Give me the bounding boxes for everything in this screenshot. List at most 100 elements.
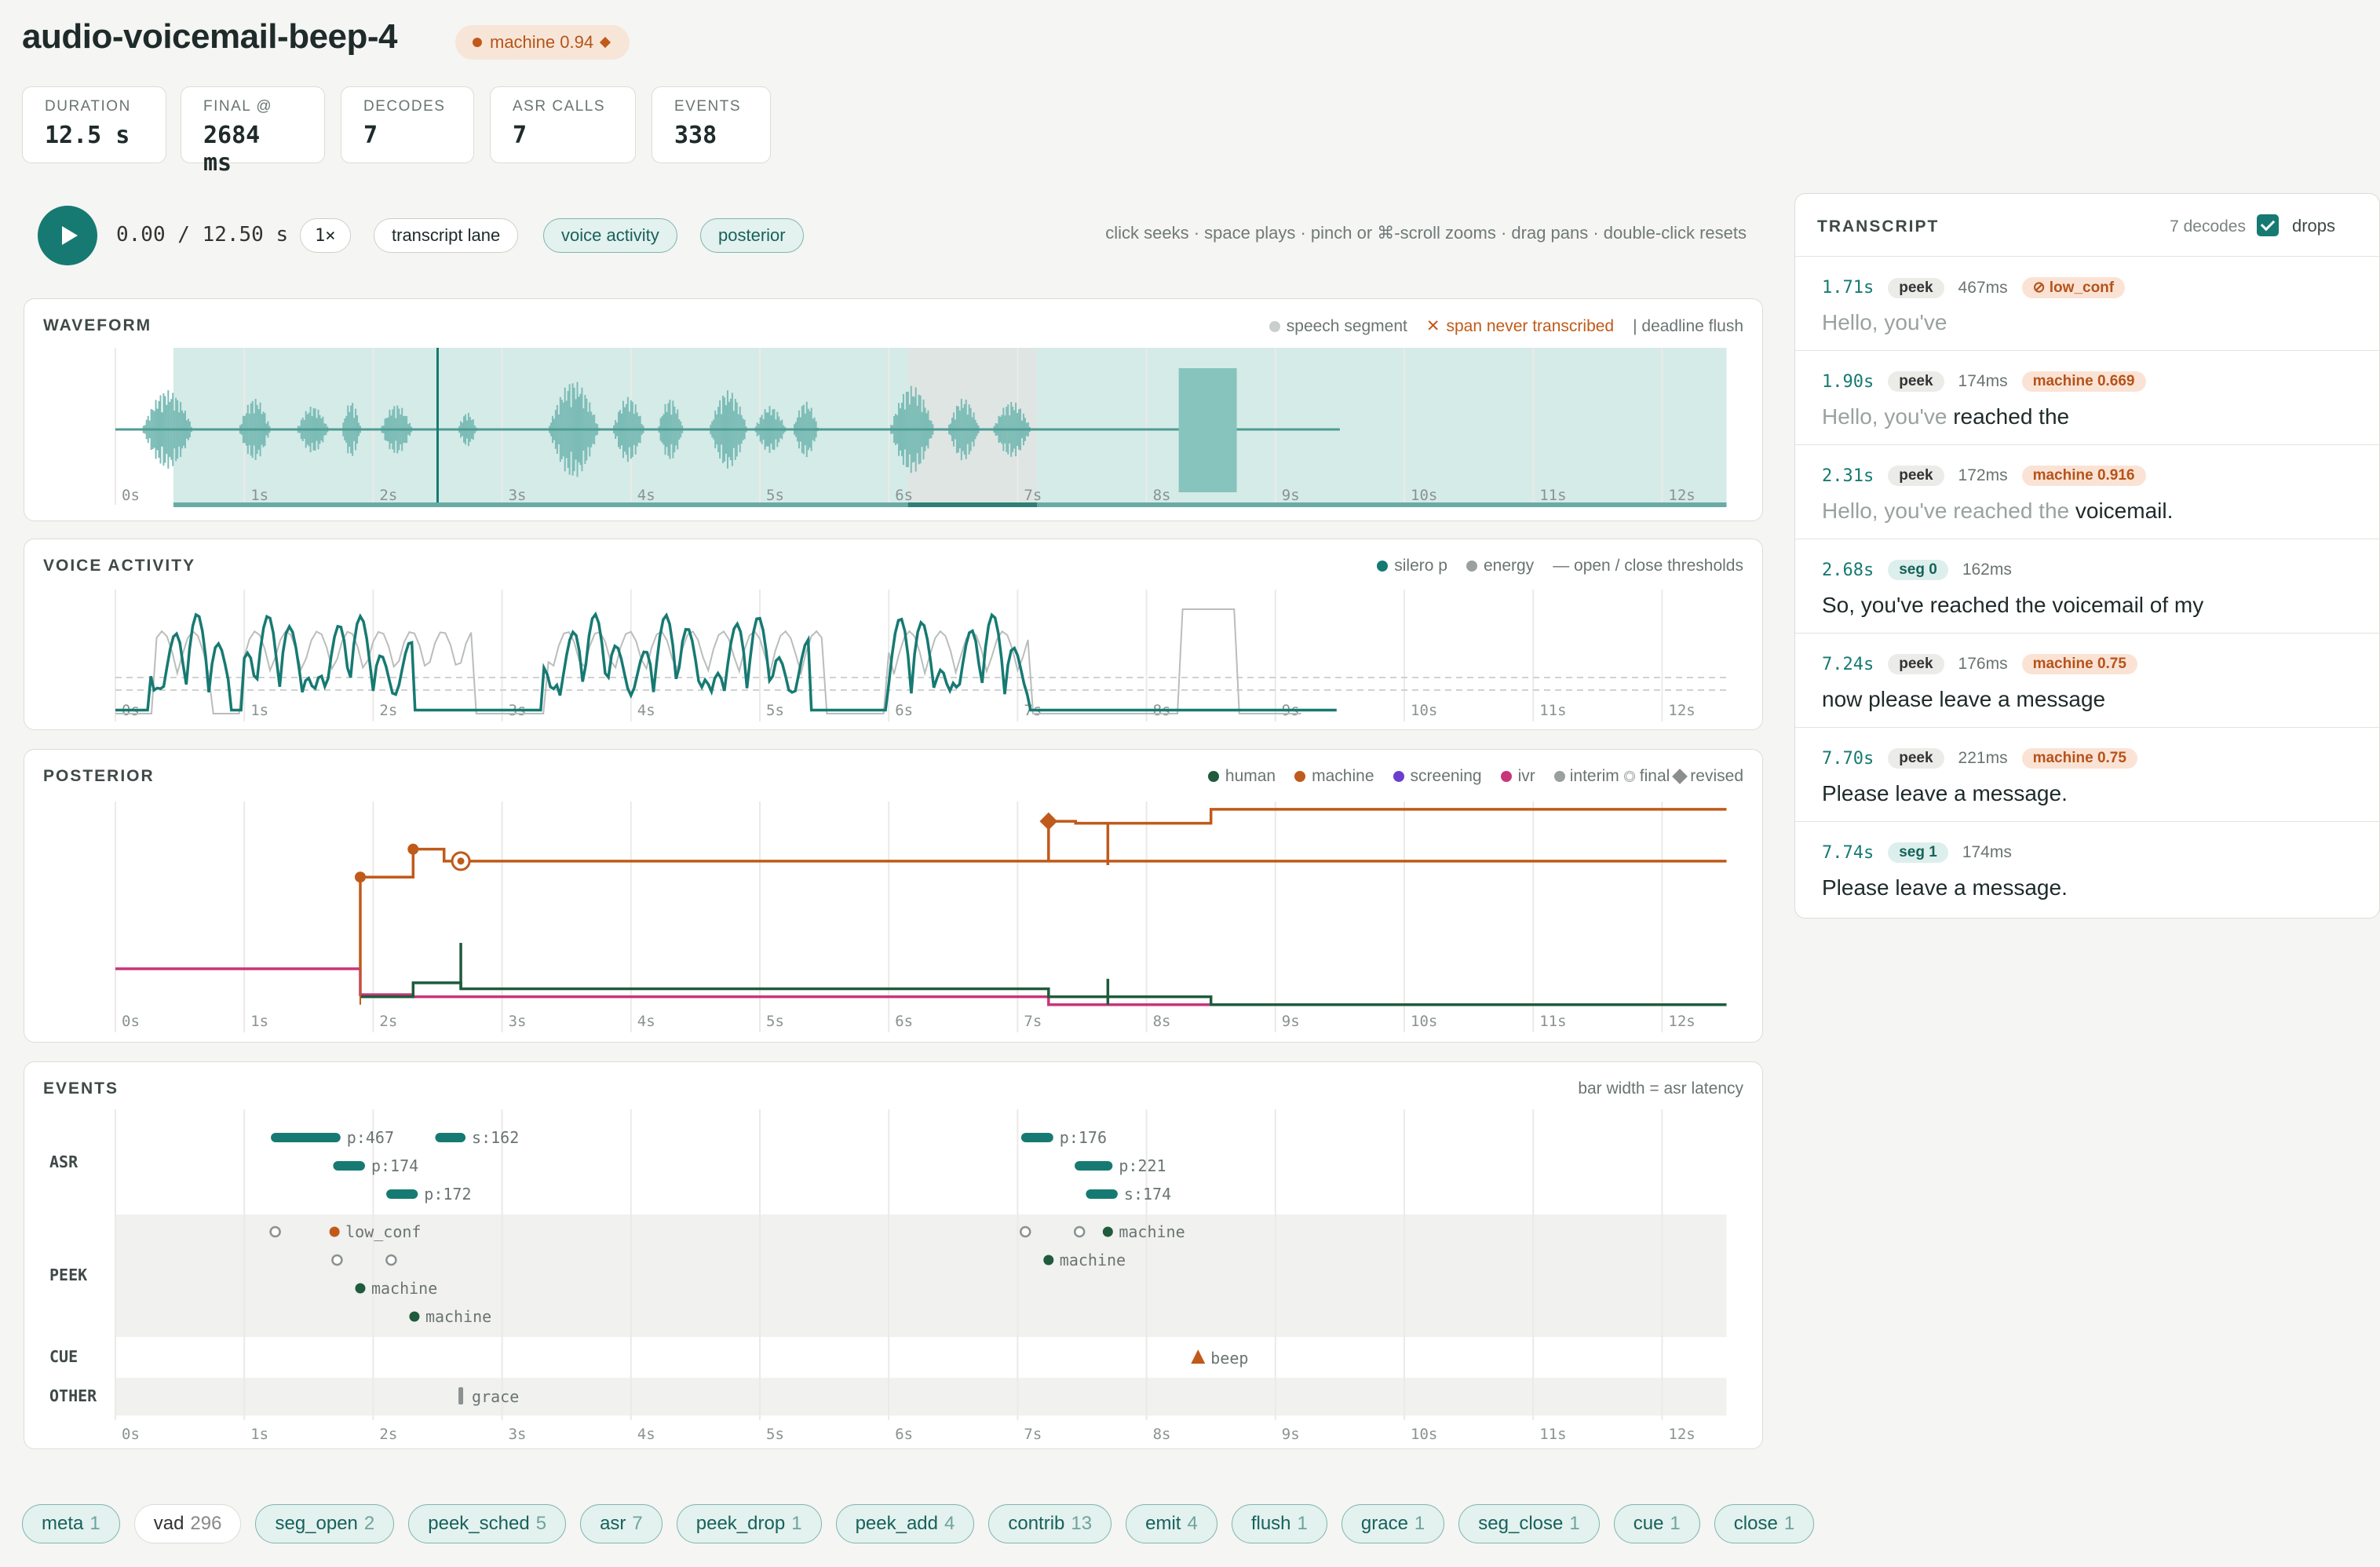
peek-result-marker bbox=[355, 1283, 366, 1294]
toggle-transcript-lane[interactable]: transcript lane bbox=[374, 218, 519, 253]
axis-tick-label: 2s bbox=[379, 487, 397, 504]
filter-chip-seg-close[interactable]: seg_close 1 bbox=[1458, 1504, 1600, 1543]
stat-value: 7 bbox=[513, 122, 527, 149]
filter-chip-grace[interactable]: grace 1 bbox=[1341, 1504, 1445, 1543]
interim-point bbox=[407, 843, 419, 855]
legend-thresholds: — open / close thresholds bbox=[1553, 557, 1743, 575]
speed-button[interactable]: 1× bbox=[300, 218, 351, 253]
transcript-row[interactable]: 1.71s peek 467ms ⊘ low_conf Hello, you've bbox=[1795, 257, 2379, 351]
axis-tick-label: 4s bbox=[637, 702, 655, 719]
peek-scheduled-marker bbox=[1073, 1225, 1086, 1238]
waveform-plot[interactable]: 0s 1s 2s 3s 4s 5s 6s 7s 8s 9s 10s 11s 12s bbox=[24, 299, 1764, 522]
posterior-plot[interactable]: 0s 1s 2s 3s 4s 5s 6s 7s 8s 9s 10s 11s 12s bbox=[24, 750, 1764, 1043]
legend-label: revised bbox=[1690, 767, 1743, 785]
filter-chip-count: 1 bbox=[1670, 1513, 1681, 1534]
filter-chip-contrib[interactable]: contrib 13 bbox=[988, 1504, 1112, 1543]
axis-tick-label: 5s bbox=[766, 702, 784, 719]
transcript-kind-badge: peek bbox=[1888, 748, 1944, 769]
transcript-time: 7.70s bbox=[1822, 748, 1874, 769]
transcript-tag-badge: ⊘ low_conf bbox=[2021, 277, 2126, 298]
filter-chip-count: 1 bbox=[89, 1513, 100, 1534]
stat-label: DURATION bbox=[45, 98, 131, 115]
transcript-row[interactable]: 1.90s peek 174ms machine 0.669 Hello, you've… bbox=[1795, 351, 2379, 445]
axis-tick-label: 12s bbox=[1668, 702, 1695, 719]
filter-chip-label: close bbox=[1733, 1513, 1778, 1534]
filter-chip-peek-drop[interactable]: peek_drop 1 bbox=[676, 1504, 822, 1543]
asr-bar-label: s:174 bbox=[1124, 1185, 1171, 1204]
transcript-panel: TRANSCRIPT 7 decodes drops 1.71s peek 467m… bbox=[1794, 193, 2380, 919]
axis-tick-label: 3s bbox=[509, 1426, 527, 1443]
axis-tick-label: 7s bbox=[1024, 487, 1042, 504]
legend-label: screening bbox=[1410, 767, 1482, 785]
transcript-kind-badge: peek bbox=[1888, 371, 1944, 392]
toggle-voice-activity[interactable]: voice activity bbox=[543, 218, 677, 253]
toggle-posterior[interactable]: posterior bbox=[700, 218, 804, 253]
screening-dot-icon bbox=[1393, 771, 1404, 782]
filter-chip-peek-add[interactable]: peek_add 4 bbox=[835, 1504, 975, 1543]
axis-tick-label: 6s bbox=[895, 702, 913, 719]
legend-label: silero p bbox=[1394, 557, 1447, 575]
stat-events: EVENTS 338 bbox=[652, 86, 771, 163]
legend-label: energy bbox=[1483, 557, 1535, 575]
axis-tick-label: 7s bbox=[1024, 1426, 1042, 1443]
waveform-panel: WAVEFORM speech segment ✕ span never tran… bbox=[24, 298, 1763, 521]
filter-chip-count: 5 bbox=[535, 1513, 547, 1534]
filter-chip-peek-sched[interactable]: peek_sched 5 bbox=[408, 1504, 567, 1543]
legend-silero: silero p bbox=[1377, 557, 1447, 575]
drops-checkbox[interactable] bbox=[2257, 214, 2279, 236]
transcript-title: TRANSCRIPT bbox=[1817, 217, 1940, 236]
legend-label: interim bbox=[1569, 767, 1619, 785]
stat-label: FINAL @ bbox=[203, 98, 273, 115]
peek-result-marker bbox=[329, 1226, 340, 1237]
transcript-row[interactable]: 2.31s peek 172ms machine 0.916 Hello, you've… bbox=[1795, 445, 2379, 539]
transcript-row[interactable]: 7.70s peek 221ms machine 0.75 Please leave a… bbox=[1795, 728, 2379, 822]
filter-chip-cue[interactable]: cue 1 bbox=[1613, 1504, 1700, 1543]
asr-bar-label: p:467 bbox=[347, 1128, 394, 1147]
asr-bar-label: p:221 bbox=[1119, 1156, 1166, 1175]
beep-tone-block bbox=[1178, 368, 1237, 492]
filter-chip-asr[interactable]: asr 7 bbox=[580, 1504, 663, 1543]
transcript-kind-badge: peek bbox=[1888, 466, 1944, 486]
peek-result-marker bbox=[1102, 1226, 1113, 1237]
transcript-row[interactable]: 7.24s peek 176ms machine 0.75 now please lea… bbox=[1795, 634, 2379, 728]
keyboard-hint: click seeks · space plays · pinch or ⌘-s… bbox=[1105, 223, 1747, 243]
legend-machine: machine bbox=[1294, 767, 1374, 786]
filter-chip-meta[interactable]: meta 1 bbox=[22, 1504, 120, 1543]
other-label: grace bbox=[472, 1387, 519, 1406]
play-button[interactable] bbox=[38, 206, 97, 265]
voice-activity-plot[interactable]: 0s 1s 2s 3s 4s 5s 6s 7s 8s 9s 10s 11s 12s bbox=[24, 539, 1764, 731]
transcript-new-text: voicemail. bbox=[2069, 499, 2174, 523]
legend-label: machine bbox=[1312, 767, 1374, 785]
transcript-header: TRANSCRIPT 7 decodes drops bbox=[1795, 194, 2379, 257]
ivr-line bbox=[115, 967, 1727, 1006]
transcript-row[interactable]: 2.68s seg 0 162ms So, you've reached the vo… bbox=[1795, 539, 2379, 634]
filter-chip-seg-open[interactable]: seg_open 2 bbox=[255, 1504, 395, 1543]
lane-label: OTHER bbox=[49, 1386, 97, 1405]
axis-tick-label: 12s bbox=[1668, 1426, 1695, 1443]
asr-bar-label: p:174 bbox=[371, 1156, 418, 1175]
axis-tick-label: 2s bbox=[379, 1013, 397, 1030]
axis-tick-label: 6s bbox=[895, 1426, 913, 1443]
axis-tick-label: 8s bbox=[1153, 1426, 1171, 1443]
filter-chip-count: 7 bbox=[632, 1513, 643, 1534]
filter-chip-flush[interactable]: flush 1 bbox=[1231, 1504, 1327, 1543]
transcript-row-meta: 1.90s peek 174ms machine 0.669 bbox=[1822, 371, 2146, 392]
stat-decodes: DECODES 7 bbox=[341, 86, 474, 163]
player-bar: 0.00 / 12.50 s 1× transcript lane voice … bbox=[38, 206, 2380, 265]
transcript-row[interactable]: 7.74s seg 1 174ms Please leave a message. bbox=[1795, 822, 2379, 916]
posterior-legend: human machine screening ivr interim fina… bbox=[1207, 767, 1743, 786]
x-icon: ✕ bbox=[1425, 317, 1440, 335]
transcript-time: 7.74s bbox=[1822, 842, 1874, 863]
legend-label: ivr bbox=[1517, 767, 1535, 785]
filter-chip-vad[interactable]: vad 296 bbox=[133, 1504, 242, 1543]
final-ring-icon bbox=[1623, 771, 1635, 782]
filter-chip-emit[interactable]: emit 4 bbox=[1126, 1504, 1217, 1543]
legend-ivr: ivr bbox=[1500, 767, 1535, 786]
axis-tick-label: 0s bbox=[122, 1426, 140, 1443]
events-plot[interactable]: 0s 1s 2s 3s 4s 5s 6s 7s 8s 9s 10s 11s 12s ASR PEEK CUE O… bbox=[24, 1062, 1764, 1450]
axis-tick-label: 2s bbox=[379, 1426, 397, 1443]
filter-chip-close[interactable]: close 1 bbox=[1714, 1504, 1815, 1543]
stat-value: 2684 ms bbox=[203, 122, 261, 177]
transcript-new-text: reached the bbox=[1947, 404, 2070, 429]
filter-chip-count: 4 bbox=[944, 1513, 955, 1534]
